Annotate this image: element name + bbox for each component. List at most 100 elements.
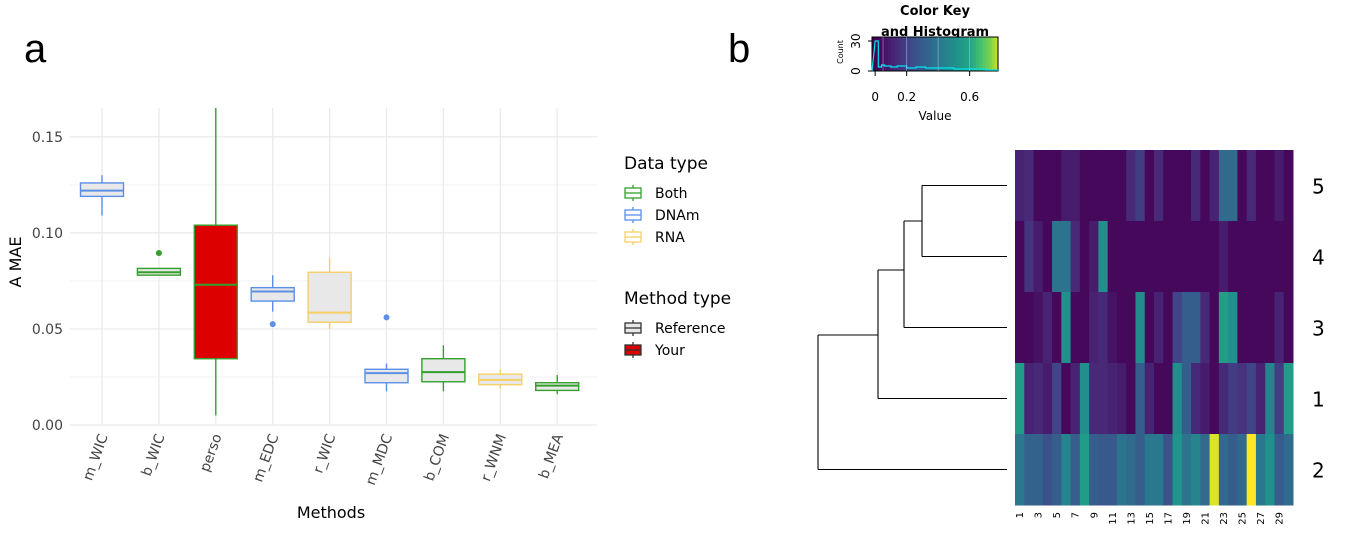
x-tick-label: m_MDC [363,432,396,488]
heatmap-cell [1098,221,1109,293]
heatmap-cell [1209,434,1220,506]
heatmap-cell [1237,292,1248,364]
color-key-gradient-segment [897,37,901,71]
color-key-gradient-segment [922,37,927,71]
heatmap-row-label: 1 [1312,388,1325,412]
heatmap-cell [1126,292,1136,364]
heatmap-cell [1107,292,1118,364]
heatmap-cell [1283,221,1294,293]
color-key: Color Key and Histogram Value Count 0 0.2… [836,4,999,123]
heatmap-cell [1265,434,1275,506]
heatmap-cell [1218,434,1229,506]
heatmap-cell [1089,150,1099,222]
heatmap-cell [1274,150,1285,222]
heatmap-cell [1191,221,1201,293]
panel-b-label: b [728,27,750,71]
panel-a-x-axis-title: Methods [297,503,365,522]
heatmap-col-label: 13 [1126,512,1137,525]
heatmap-cell [1135,434,1146,506]
box-body [250,286,295,302]
heatmap-cell [1061,363,1072,435]
heatmap-cell [1070,221,1081,293]
heatmap-cell [1274,221,1285,293]
heatmap-cell [1144,434,1155,506]
color-key-gradient-segment [878,37,883,71]
color-key-gradient-segment [941,37,946,71]
x-tick-label: perso [197,432,225,474]
heatmap-cell [1163,221,1174,293]
heatmap-row-label: 4 [1312,246,1325,270]
legend-key [624,229,642,245]
heatmap-row-label: 2 [1312,459,1325,483]
color-key-gradient-segment [919,37,923,71]
legend-data-type-title: Data type [624,154,708,174]
heatmap-cell [1126,363,1136,435]
heatmap-cell [1246,363,1257,435]
heatmap-cell [1015,221,1025,293]
x-tick-label: b_WIC [139,432,169,479]
heatmap-cell [1107,434,1118,506]
box-r_WNM [478,369,523,389]
heatmap-cell [1015,150,1025,222]
heatmap-cell [1255,150,1266,222]
color-key-gradient-segment [906,37,911,71]
color-key-gradient-segment [975,37,980,71]
heatmap-cell [1061,292,1072,364]
row-dendrogram [817,184,1007,471]
legend-key [624,185,642,201]
color-key-gradient-segment [953,37,958,71]
box-b_MEA [535,375,580,395]
color-key-gradient-segment [925,37,930,71]
heatmap-cell [1265,363,1275,435]
heatmap-cell [1274,363,1285,435]
heatmap-cell [1135,221,1146,293]
heatmap-cell [1033,434,1044,506]
heatmap-cell [1116,292,1127,364]
heatmap-col-label: 11 [1108,512,1119,525]
heatmap-cell [1265,292,1275,364]
heatmap-cell [1200,363,1211,435]
color-key-x-axis-title: Value [919,109,952,123]
color-key-gradient-segment [916,37,920,71]
box-m_MDC [364,314,409,392]
heatmap-cell [1209,363,1220,435]
heatmap-cell [1135,292,1146,364]
heatmap-col-label: 27 [1256,512,1267,525]
legend-item-label: DNAm [655,208,699,224]
heatmap-cell [1172,221,1183,293]
heatmap-cell [1191,150,1201,222]
color-key-gradient-segment [963,37,968,71]
heatmap-col-label: 19 [1182,512,1193,525]
heatmap-cell [1079,434,1090,506]
heatmap-cell [1218,221,1229,293]
heatmap-col-label: 25 [1238,512,1249,525]
color-key-gradient-segment [960,37,964,71]
heatmap-cell [1163,292,1174,364]
color-key-x-tick-label: 0 [871,90,879,104]
heatmap-col-label: 5 [1052,512,1063,518]
color-key-gradient-segment [985,37,990,71]
heatmap-cell [1042,434,1053,506]
color-key-y-tick-label: 30 [849,33,863,48]
heatmap-cell [1024,363,1035,435]
color-key-gradient-segment [935,37,939,71]
color-key-gradient-segment [950,37,955,71]
heatmap-cell [1228,434,1238,506]
heatmap-cell [1024,150,1035,222]
heatmap-col-label: 15 [1145,512,1156,525]
heatmap-cell [1181,434,1192,506]
color-key-gradient-segment [982,37,986,71]
heatmap-cell [1116,221,1127,293]
legend-key [624,207,642,223]
heatmap-cell [1052,221,1062,293]
heatmap-cell [1052,434,1062,506]
heatmap-col-label: 1 [1015,512,1026,518]
heatmap-cell [1237,150,1248,222]
heatmap-cell [1126,434,1136,506]
heatmap-col-label: 23 [1219,512,1230,525]
heatmap-cell [1228,150,1238,222]
heatmap-cell [1191,434,1201,506]
heatmap-cell [1116,363,1127,435]
heatmap-col-label: 9 [1089,512,1100,518]
heatmap-cell [1200,292,1211,364]
